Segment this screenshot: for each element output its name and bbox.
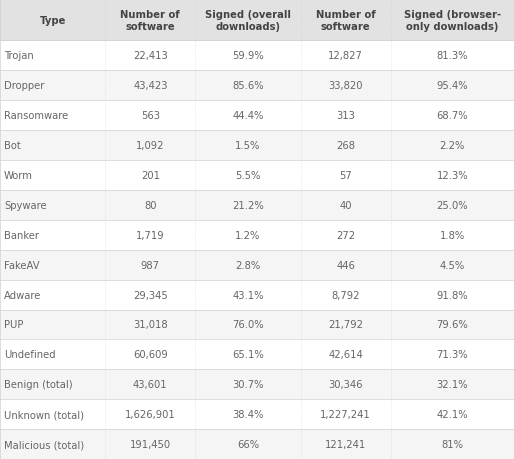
Text: 8,792: 8,792 <box>332 290 360 300</box>
Text: 1,719: 1,719 <box>136 230 164 240</box>
Text: Ransomware: Ransomware <box>4 111 68 121</box>
Text: 42,614: 42,614 <box>328 350 363 359</box>
Text: 12.3%: 12.3% <box>436 171 468 180</box>
Text: 1.8%: 1.8% <box>439 230 465 240</box>
Text: 43,601: 43,601 <box>133 380 168 389</box>
Text: Signed (overall
downloads): Signed (overall downloads) <box>205 10 291 32</box>
Text: Banker: Banker <box>4 230 39 240</box>
Text: 4.5%: 4.5% <box>439 260 465 270</box>
Bar <box>0 399 514 429</box>
Text: 29,345: 29,345 <box>133 290 168 300</box>
Text: 1.5%: 1.5% <box>235 141 261 151</box>
Text: Bot: Bot <box>4 141 21 151</box>
Bar <box>0 280 514 310</box>
Text: Benign (total): Benign (total) <box>4 380 73 389</box>
Text: 1.2%: 1.2% <box>235 230 261 240</box>
Text: 446: 446 <box>336 260 355 270</box>
Text: Dropper: Dropper <box>4 81 45 91</box>
Text: Adware: Adware <box>4 290 42 300</box>
Text: 1,227,241: 1,227,241 <box>320 409 371 419</box>
Bar <box>0 220 514 250</box>
Text: 60,609: 60,609 <box>133 350 168 359</box>
Text: Number of
software: Number of software <box>316 10 376 32</box>
Text: 563: 563 <box>141 111 160 121</box>
Text: 76.0%: 76.0% <box>232 320 264 330</box>
Bar <box>0 369 514 399</box>
Text: Spyware: Spyware <box>4 201 47 210</box>
Text: 44.4%: 44.4% <box>232 111 264 121</box>
Text: Type: Type <box>40 16 66 26</box>
Text: 81%: 81% <box>442 439 463 449</box>
Text: PUP: PUP <box>4 320 24 330</box>
Text: 66%: 66% <box>237 439 259 449</box>
Text: 1,626,901: 1,626,901 <box>125 409 176 419</box>
Bar <box>0 41 514 71</box>
Text: 5.5%: 5.5% <box>235 171 261 180</box>
Text: 31,018: 31,018 <box>133 320 168 330</box>
Text: FakeAV: FakeAV <box>4 260 40 270</box>
Text: 57: 57 <box>339 171 352 180</box>
Text: Malicious (total): Malicious (total) <box>4 439 84 449</box>
Text: 2.2%: 2.2% <box>439 141 465 151</box>
Text: 71.3%: 71.3% <box>436 350 468 359</box>
Text: 21,792: 21,792 <box>328 320 363 330</box>
Text: Unknown (total): Unknown (total) <box>4 409 84 419</box>
Bar <box>0 250 514 280</box>
Text: 33,820: 33,820 <box>328 81 363 91</box>
Text: 65.1%: 65.1% <box>232 350 264 359</box>
Text: 43,423: 43,423 <box>133 81 168 91</box>
Text: 40: 40 <box>339 201 352 210</box>
Text: Number of
software: Number of software <box>120 10 180 32</box>
Text: 38.4%: 38.4% <box>232 409 264 419</box>
Text: 25.0%: 25.0% <box>436 201 468 210</box>
Text: 21.2%: 21.2% <box>232 201 264 210</box>
Text: 121,241: 121,241 <box>325 439 366 449</box>
Text: 22,413: 22,413 <box>133 51 168 61</box>
Text: Trojan: Trojan <box>4 51 34 61</box>
Text: 1,092: 1,092 <box>136 141 164 151</box>
Bar <box>0 161 514 190</box>
Text: 68.7%: 68.7% <box>436 111 468 121</box>
Text: 43.1%: 43.1% <box>232 290 264 300</box>
Text: 272: 272 <box>336 230 355 240</box>
Text: Undefined: Undefined <box>4 350 56 359</box>
Text: 201: 201 <box>141 171 160 180</box>
Text: Signed (browser-
only downloads): Signed (browser- only downloads) <box>404 10 501 32</box>
Text: 2.8%: 2.8% <box>235 260 261 270</box>
Text: 12,827: 12,827 <box>328 51 363 61</box>
Text: 268: 268 <box>336 141 355 151</box>
Bar <box>0 0 514 41</box>
Bar <box>0 340 514 369</box>
Text: 987: 987 <box>141 260 160 270</box>
Text: 79.6%: 79.6% <box>436 320 468 330</box>
Text: 59.9%: 59.9% <box>232 51 264 61</box>
Bar <box>0 131 514 161</box>
Text: 85.6%: 85.6% <box>232 81 264 91</box>
Text: 191,450: 191,450 <box>130 439 171 449</box>
Bar <box>0 101 514 131</box>
Bar <box>0 310 514 340</box>
Bar <box>0 190 514 220</box>
Text: 95.4%: 95.4% <box>436 81 468 91</box>
Text: 32.1%: 32.1% <box>436 380 468 389</box>
Text: Worm: Worm <box>4 171 33 180</box>
Text: 30.7%: 30.7% <box>232 380 264 389</box>
Text: 81.3%: 81.3% <box>436 51 468 61</box>
Text: 80: 80 <box>144 201 157 210</box>
Text: 42.1%: 42.1% <box>436 409 468 419</box>
Bar <box>0 71 514 101</box>
Text: 30,346: 30,346 <box>328 380 363 389</box>
Bar <box>0 429 514 459</box>
Text: 313: 313 <box>336 111 355 121</box>
Text: 91.8%: 91.8% <box>436 290 468 300</box>
